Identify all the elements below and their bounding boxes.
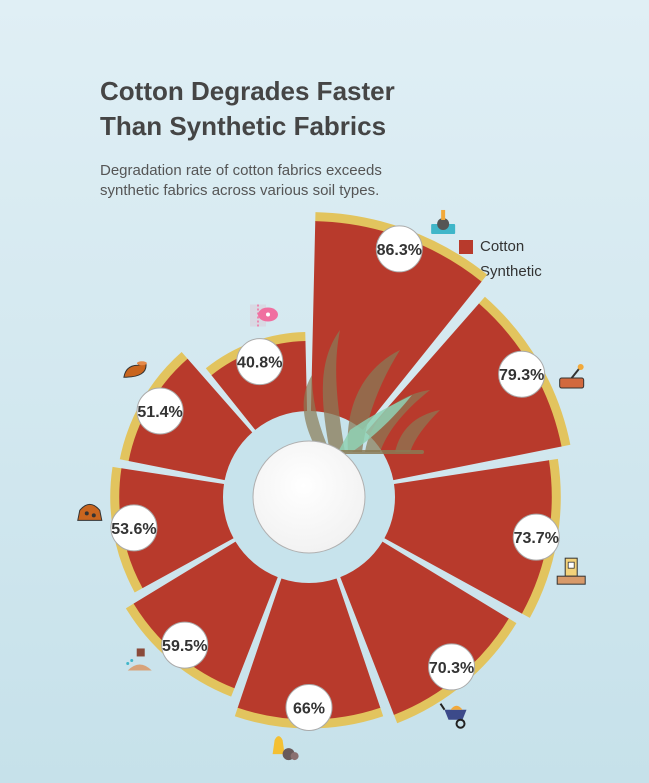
synthetic-band — [205, 332, 306, 377]
grass-blade — [322, 330, 345, 452]
synthetic-band — [315, 212, 488, 283]
cotton-bar — [384, 460, 552, 614]
cotton-bar — [119, 468, 234, 589]
grass-decoration — [303, 330, 440, 454]
chart-subtitle: Degradation rate of cotton fabrics excee… — [100, 162, 382, 199]
cotton-bar — [133, 541, 278, 689]
soil-tray-icon — [559, 364, 585, 389]
cotton-bar — [310, 221, 482, 430]
value-label: 79.3% — [499, 367, 544, 384]
value-label-bubble — [236, 338, 284, 386]
value-label-bubble — [161, 621, 209, 669]
title-line-2: Than Synthetic Fabrics — [100, 111, 387, 141]
value-label: 40.8% — [237, 355, 282, 372]
grass-blade — [365, 390, 430, 452]
value-label-bubble — [136, 387, 184, 435]
value-label-bubble — [512, 513, 560, 561]
legend-label-cotton: Cotton — [480, 238, 525, 255]
value-label: 51.4% — [137, 404, 182, 421]
value-label: 86.3% — [377, 242, 422, 259]
synthetic-band — [125, 603, 235, 697]
legend-swatch-cotton — [459, 239, 473, 254]
cotton-bar — [128, 358, 253, 481]
fabric-swatch-icon — [250, 304, 279, 327]
title-line-1: Cotton Degrades Faster — [100, 76, 395, 106]
value-label-bubble — [110, 504, 158, 552]
watering-soil-icon — [126, 648, 152, 671]
bell-rock-icon — [272, 736, 299, 761]
synthetic-band — [393, 617, 517, 724]
value-label-bubble — [285, 683, 333, 731]
cotton-bar — [340, 541, 509, 715]
value-label: 66% — [293, 700, 325, 717]
synthetic-band — [110, 466, 144, 593]
synthetic-band — [234, 706, 384, 729]
soil-pile-icon — [77, 503, 103, 521]
grass-blade — [395, 410, 440, 452]
category-icons — [77, 209, 586, 761]
value-label: 59.5% — [162, 638, 207, 655]
ground-line — [326, 450, 424, 454]
bars-group — [110, 212, 571, 729]
planter-icon — [431, 209, 456, 234]
brick-building-icon — [556, 557, 586, 585]
grass-leaf — [338, 395, 412, 452]
center-hole — [252, 440, 366, 554]
value-label: 70.3% — [429, 660, 474, 677]
legend-label-synthetic: Synthetic — [480, 263, 542, 280]
value-labels: 86.3% 79.3% 73.7% 70.3% 66% 59.5% 53.6% 51.4% 40… — [110, 225, 560, 731]
clay-pot-icon — [123, 361, 147, 378]
legend-item-cotton: Cotton — [459, 234, 542, 259]
chart-title: Cotton Degrades Faster Than Synthetic Fa… — [100, 74, 520, 144]
value-label-bubble — [428, 643, 476, 691]
value-label: 53.6% — [111, 521, 156, 538]
wheelbarrow-icon — [439, 703, 467, 729]
value-label-bubble — [375, 225, 423, 273]
grass-blade — [303, 375, 330, 452]
value-label-bubble — [498, 350, 546, 398]
cotton-bar — [237, 578, 381, 720]
value-label: 73.7% — [514, 530, 559, 547]
